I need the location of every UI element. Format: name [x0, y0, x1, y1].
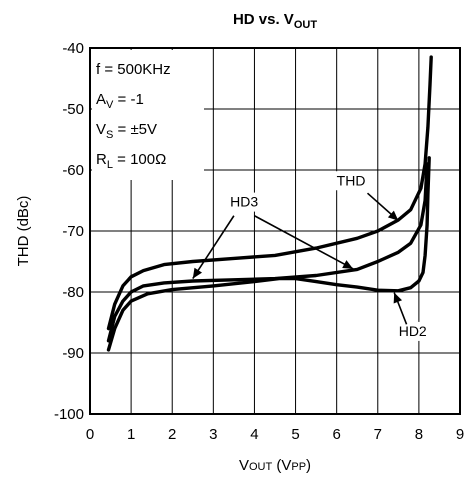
x-tick-label: 7: [374, 426, 382, 443]
annotation-label-hd3: HD3: [230, 194, 258, 210]
y-tick-label: -80: [62, 284, 84, 301]
x-tick-label: 0: [86, 426, 94, 443]
y-tick-label: -100: [54, 406, 84, 423]
chart-title: HD vs. VOUT: [233, 11, 317, 31]
x-tick-label: 3: [209, 426, 217, 443]
annotation-label-bg: [329, 171, 374, 191]
x-tick-label: 2: [168, 426, 176, 443]
y-tick-label: -60: [62, 162, 84, 179]
annotation-arrowhead: [342, 260, 354, 269]
legend-box-background: [92, 50, 204, 180]
y-tick-label: -50: [62, 101, 84, 118]
legend-entry: AV = -1: [96, 91, 144, 111]
annotation-arrow-line: [192, 215, 235, 280]
annotation-label-thd: THD: [337, 172, 366, 188]
annotation-arrowhead: [393, 292, 403, 304]
x-tick-label: 4: [250, 426, 258, 443]
legend-entry: RL = 100Ω: [96, 151, 166, 171]
series-line-hd2: [106, 156, 431, 352]
x-tick-label: 1: [127, 426, 135, 443]
annotation-label-bg: [222, 192, 267, 212]
x-tick-label: 6: [332, 426, 340, 443]
annotation-arrow-line: [254, 215, 354, 270]
annotation-label-bg: [390, 321, 435, 341]
y-axis-label: THD (dBc): [15, 196, 32, 267]
legend-entry: f = 500KHz: [96, 61, 171, 78]
tick-labels: 0 1 2 3 4 5 6 7 8 9 -40 -50 -60 -70 -80 -90 -100: [54, 40, 464, 443]
annotations: THD HD3 HD2: [192, 171, 435, 341]
x-axis-label: VOUT (VPP): [239, 457, 311, 474]
series-line-hd3: [106, 162, 429, 343]
legend-box: f = 500KHz AV = -1 VS = ±5V RL = 100Ω: [96, 61, 171, 171]
annotation-arrowhead: [387, 210, 399, 221]
x-tick-label: 9: [456, 426, 464, 443]
annotation-label-hd2: HD2: [399, 323, 427, 339]
x-tick-label: 8: [415, 426, 423, 443]
y-tick-label: -90: [62, 345, 84, 362]
annotation-arrowhead: [192, 267, 203, 279]
y-tick-label: -70: [62, 223, 84, 240]
plot-frame: [89, 47, 461, 415]
x-tick-label: 5: [291, 426, 299, 443]
legend-entry: VS = ±5V: [96, 121, 157, 141]
y-tick-label: -40: [62, 40, 84, 57]
